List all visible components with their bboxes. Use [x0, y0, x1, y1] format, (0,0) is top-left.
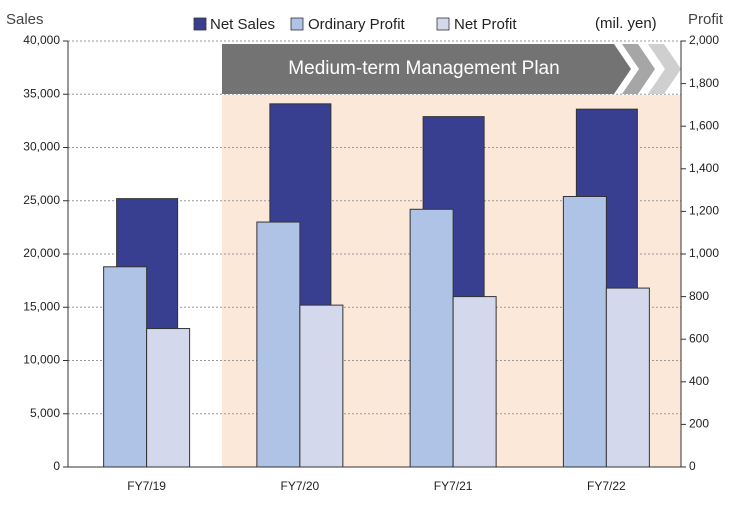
bar	[103, 266, 148, 468]
legend: Net Sales Ordinary Profit Net Profit	[193, 16, 517, 33]
y-tick-label: 40,000	[23, 33, 60, 47]
y2-axis-title: Profit	[688, 11, 724, 28]
y2-tick-label: 800	[689, 289, 709, 303]
y-tick-label: 0	[53, 459, 60, 473]
x-tick-label: FY7/19	[127, 479, 166, 493]
legend-swatch	[193, 17, 207, 31]
y2-tick-label: 1,400	[689, 161, 719, 175]
y-tick-label: 5,000	[30, 406, 60, 420]
y-tick-label: 35,000	[23, 86, 60, 100]
bar	[146, 328, 191, 468]
banner-chevron	[622, 44, 655, 94]
bar	[452, 296, 497, 468]
y-axis-title: Sales	[6, 11, 44, 28]
y2-tick-label: 2,000	[689, 33, 719, 47]
unit-note: (mil. yen)	[595, 15, 657, 32]
banner-arrow	[222, 44, 631, 94]
y-tick-label: 10,000	[23, 353, 60, 367]
legend-swatch	[436, 17, 450, 31]
y-tick-label: 15,000	[23, 299, 60, 313]
y-tick-label: 20,000	[23, 246, 60, 260]
bars	[103, 103, 650, 468]
legend-swatch	[290, 17, 304, 31]
x-tick-label: FY7/22	[587, 479, 626, 493]
y2-tick-label: 1,600	[689, 118, 719, 132]
banner: Medium-term Management Plan	[222, 44, 681, 94]
legend-label: Net Profit	[454, 16, 517, 33]
y2-tick-label: 200	[689, 417, 709, 431]
bar	[605, 287, 650, 468]
y-tick-label: 25,000	[23, 193, 60, 207]
legend-label: Net Sales	[210, 16, 275, 33]
y2-tick-label: 600	[689, 331, 709, 345]
bar	[299, 304, 344, 468]
y2-tick-label: 1,800	[689, 76, 719, 90]
bar	[562, 195, 607, 468]
y2-tick-label: 1,200	[689, 204, 719, 218]
y2-tick-label: 400	[689, 374, 709, 388]
bar	[409, 208, 454, 468]
y2-tick-label: 1,000	[689, 246, 719, 260]
bar	[256, 221, 301, 468]
y2-tick-label: 0	[689, 459, 696, 473]
legend-label: Ordinary Profit	[308, 16, 406, 33]
banner-chevron	[648, 44, 681, 94]
x-tick-label: FY7/20	[281, 479, 320, 493]
x-tick-label: FY7/21	[434, 479, 473, 493]
y-tick-label: 30,000	[23, 140, 60, 154]
banner-text: Medium-term Management Plan	[288, 58, 559, 79]
